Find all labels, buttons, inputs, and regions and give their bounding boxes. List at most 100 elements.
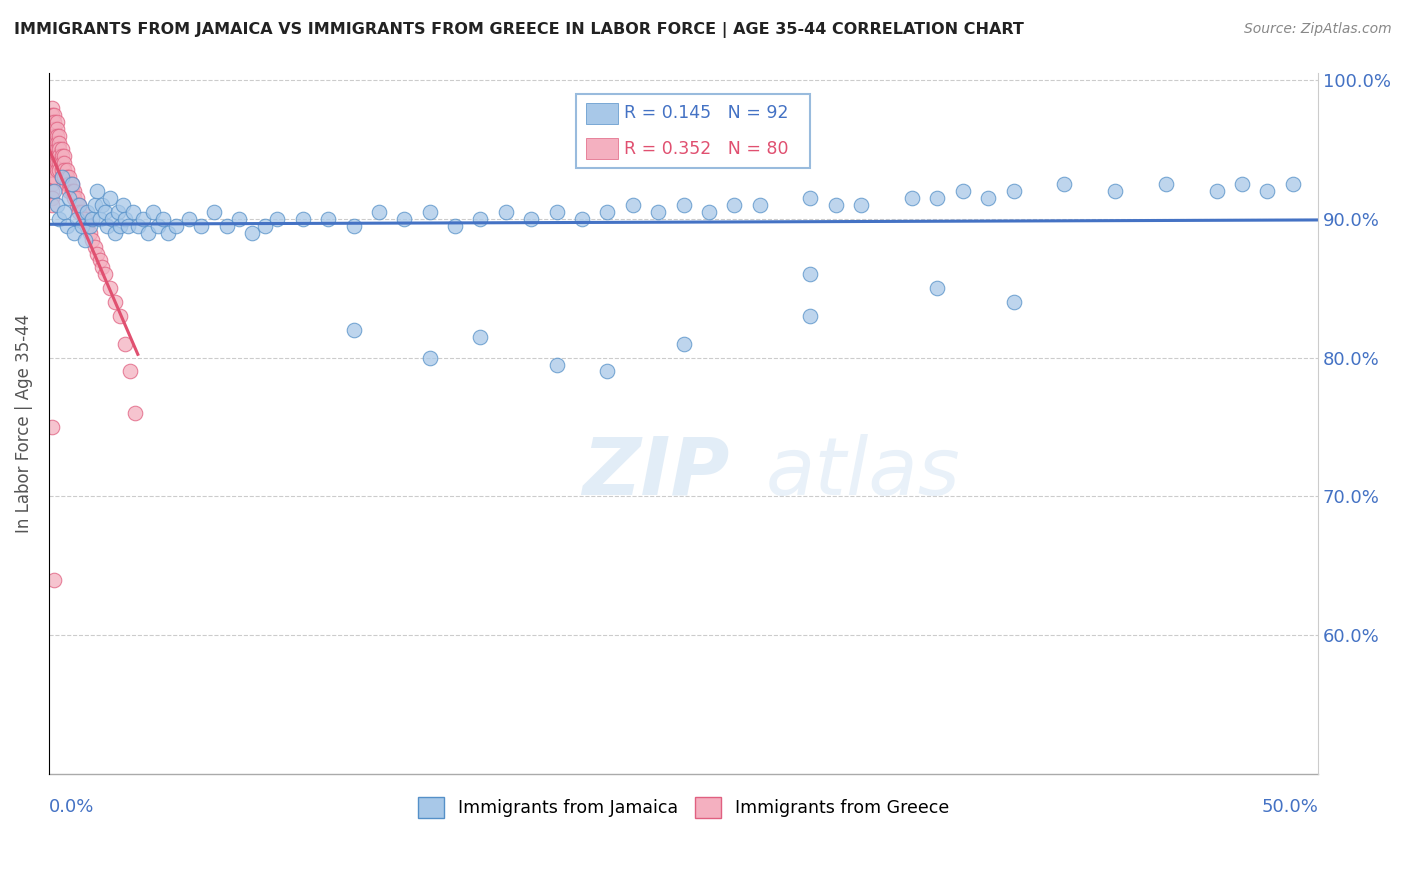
- Point: [60, 177, 83, 191]
- Point: [42, 128, 65, 143]
- Point: [495, 205, 517, 219]
- Point: [76, 219, 98, 233]
- Point: [124, 406, 146, 420]
- Point: [1154, 177, 1177, 191]
- Point: [41, 420, 63, 434]
- Point: [977, 191, 1000, 205]
- Point: [94, 268, 117, 282]
- Point: [55, 219, 77, 233]
- Point: [114, 211, 136, 226]
- Point: [58, 177, 80, 191]
- Point: [42, 156, 65, 170]
- Point: [51, 156, 73, 170]
- Point: [51, 143, 73, 157]
- Point: [63, 226, 86, 240]
- Point: [42, 143, 65, 157]
- Point: [63, 184, 86, 198]
- Point: [111, 198, 134, 212]
- Point: [42, 184, 65, 198]
- Point: [120, 364, 142, 378]
- Point: [266, 211, 288, 226]
- Point: [51, 170, 73, 185]
- Point: [142, 205, 165, 219]
- Point: [48, 136, 70, 150]
- Point: [42, 163, 65, 178]
- Point: [41, 198, 63, 212]
- Text: atlas: atlas: [766, 434, 960, 511]
- Text: 0.0%: 0.0%: [49, 798, 94, 816]
- Point: [1053, 177, 1076, 191]
- Point: [41, 177, 63, 191]
- Point: [799, 191, 821, 205]
- Point: [136, 226, 159, 240]
- Point: [799, 268, 821, 282]
- Point: [546, 205, 568, 219]
- Point: [89, 211, 111, 226]
- Text: ZIP: ZIP: [582, 434, 730, 511]
- Point: [48, 163, 70, 178]
- Point: [41, 128, 63, 143]
- Point: [723, 94, 745, 108]
- FancyBboxPatch shape: [586, 138, 617, 160]
- Point: [42, 121, 65, 136]
- Point: [394, 211, 416, 226]
- Point: [67, 198, 90, 212]
- Point: [66, 198, 89, 212]
- Point: [132, 211, 155, 226]
- Point: [60, 177, 83, 191]
- Point: [55, 177, 77, 191]
- Point: [45, 198, 67, 212]
- Point: [45, 143, 67, 157]
- Point: [98, 281, 121, 295]
- Point: [82, 233, 104, 247]
- Point: [672, 336, 695, 351]
- Y-axis label: In Labor Force | Age 35-44: In Labor Force | Age 35-44: [15, 314, 32, 533]
- Point: [202, 205, 225, 219]
- Point: [114, 336, 136, 351]
- Point: [240, 226, 263, 240]
- Point: [41, 170, 63, 185]
- Point: [228, 211, 250, 226]
- Text: 50.0%: 50.0%: [1261, 798, 1319, 816]
- Point: [86, 184, 108, 198]
- Point: [157, 226, 180, 240]
- Point: [55, 163, 77, 178]
- Point: [152, 211, 174, 226]
- Point: [96, 219, 118, 233]
- Point: [48, 156, 70, 170]
- Point: [901, 191, 924, 205]
- Point: [571, 211, 593, 226]
- Point: [697, 205, 720, 219]
- Point: [79, 226, 101, 240]
- Point: [86, 246, 108, 260]
- Point: [67, 205, 90, 219]
- Point: [1256, 184, 1278, 198]
- Point: [190, 219, 212, 233]
- Point: [42, 170, 65, 185]
- Point: [470, 211, 492, 226]
- Point: [45, 121, 67, 136]
- Point: [83, 198, 105, 212]
- Point: [66, 191, 89, 205]
- Point: [48, 149, 70, 163]
- Point: [67, 198, 90, 212]
- Point: [48, 211, 70, 226]
- Point: [1002, 184, 1025, 198]
- Point: [342, 323, 364, 337]
- Point: [41, 136, 63, 150]
- Point: [41, 114, 63, 128]
- Point: [368, 205, 391, 219]
- Point: [215, 219, 238, 233]
- Point: [48, 143, 70, 157]
- Point: [146, 219, 169, 233]
- Point: [596, 364, 619, 378]
- Point: [419, 205, 441, 219]
- Point: [45, 114, 67, 128]
- Point: [1002, 295, 1025, 310]
- Point: [621, 198, 644, 212]
- Point: [91, 198, 114, 212]
- Point: [45, 136, 67, 150]
- Point: [101, 211, 124, 226]
- Point: [520, 211, 543, 226]
- Point: [723, 198, 745, 212]
